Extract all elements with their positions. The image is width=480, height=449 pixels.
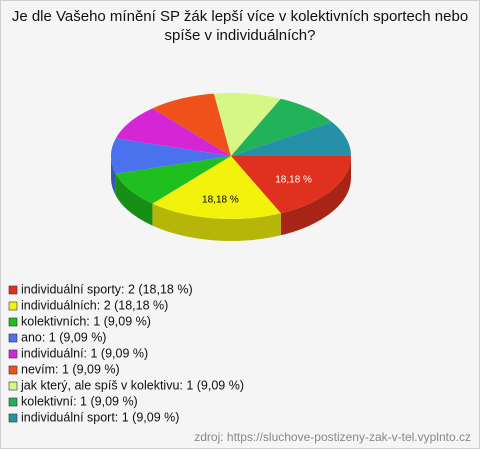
slice-side (280, 156, 351, 236)
legend-swatch (8, 381, 18, 391)
legend-label: individuální: 1 (9,09 %) (21, 346, 148, 360)
slice (231, 98, 332, 156)
legend-swatch (8, 333, 18, 343)
legend-swatch (8, 413, 18, 423)
legend-label: individuálních: 2 (18,18 %) (21, 298, 168, 312)
legend-label: ano: 1 (9,09 %) (21, 330, 106, 344)
legend-swatch (8, 397, 18, 407)
legend-label: individuální sport: 1 (9,09 %) (21, 410, 179, 424)
slice (152, 93, 231, 156)
legend-label: jak který, ale spíš v kolektivu: 1 (9,09… (20, 378, 244, 392)
legend-label: individuální sporty: 2 (18,18 %) (21, 282, 193, 296)
legend-label: kolektivních: 1 (9,09 %) (21, 314, 151, 328)
legend-swatch (8, 301, 18, 311)
slice (115, 108, 231, 156)
slice (152, 156, 281, 220)
source: zdroj: https://sluchove-postizeny-zak-v-… (194, 430, 471, 444)
legend-label: nevím: 1 (9,09 %) (21, 362, 120, 376)
legend-swatch (8, 285, 18, 295)
slice (231, 121, 351, 156)
legend-swatch (8, 317, 18, 327)
slice-side (152, 203, 281, 241)
slice (115, 156, 231, 204)
legend-label: kolektivní: 1 (9,09 %) (21, 394, 138, 408)
legend-swatch (8, 365, 18, 375)
data-label: 18,18 % (202, 194, 239, 205)
slice (111, 138, 231, 174)
legend-swatch (8, 349, 18, 359)
slice (213, 93, 281, 156)
data-label: 18,18 % (275, 174, 312, 185)
slice (231, 156, 351, 214)
slice-side (111, 156, 116, 196)
chart-title: Je dle Vašeho mínění SP žák lepší více v… (11, 8, 469, 44)
slice-side (115, 173, 153, 226)
